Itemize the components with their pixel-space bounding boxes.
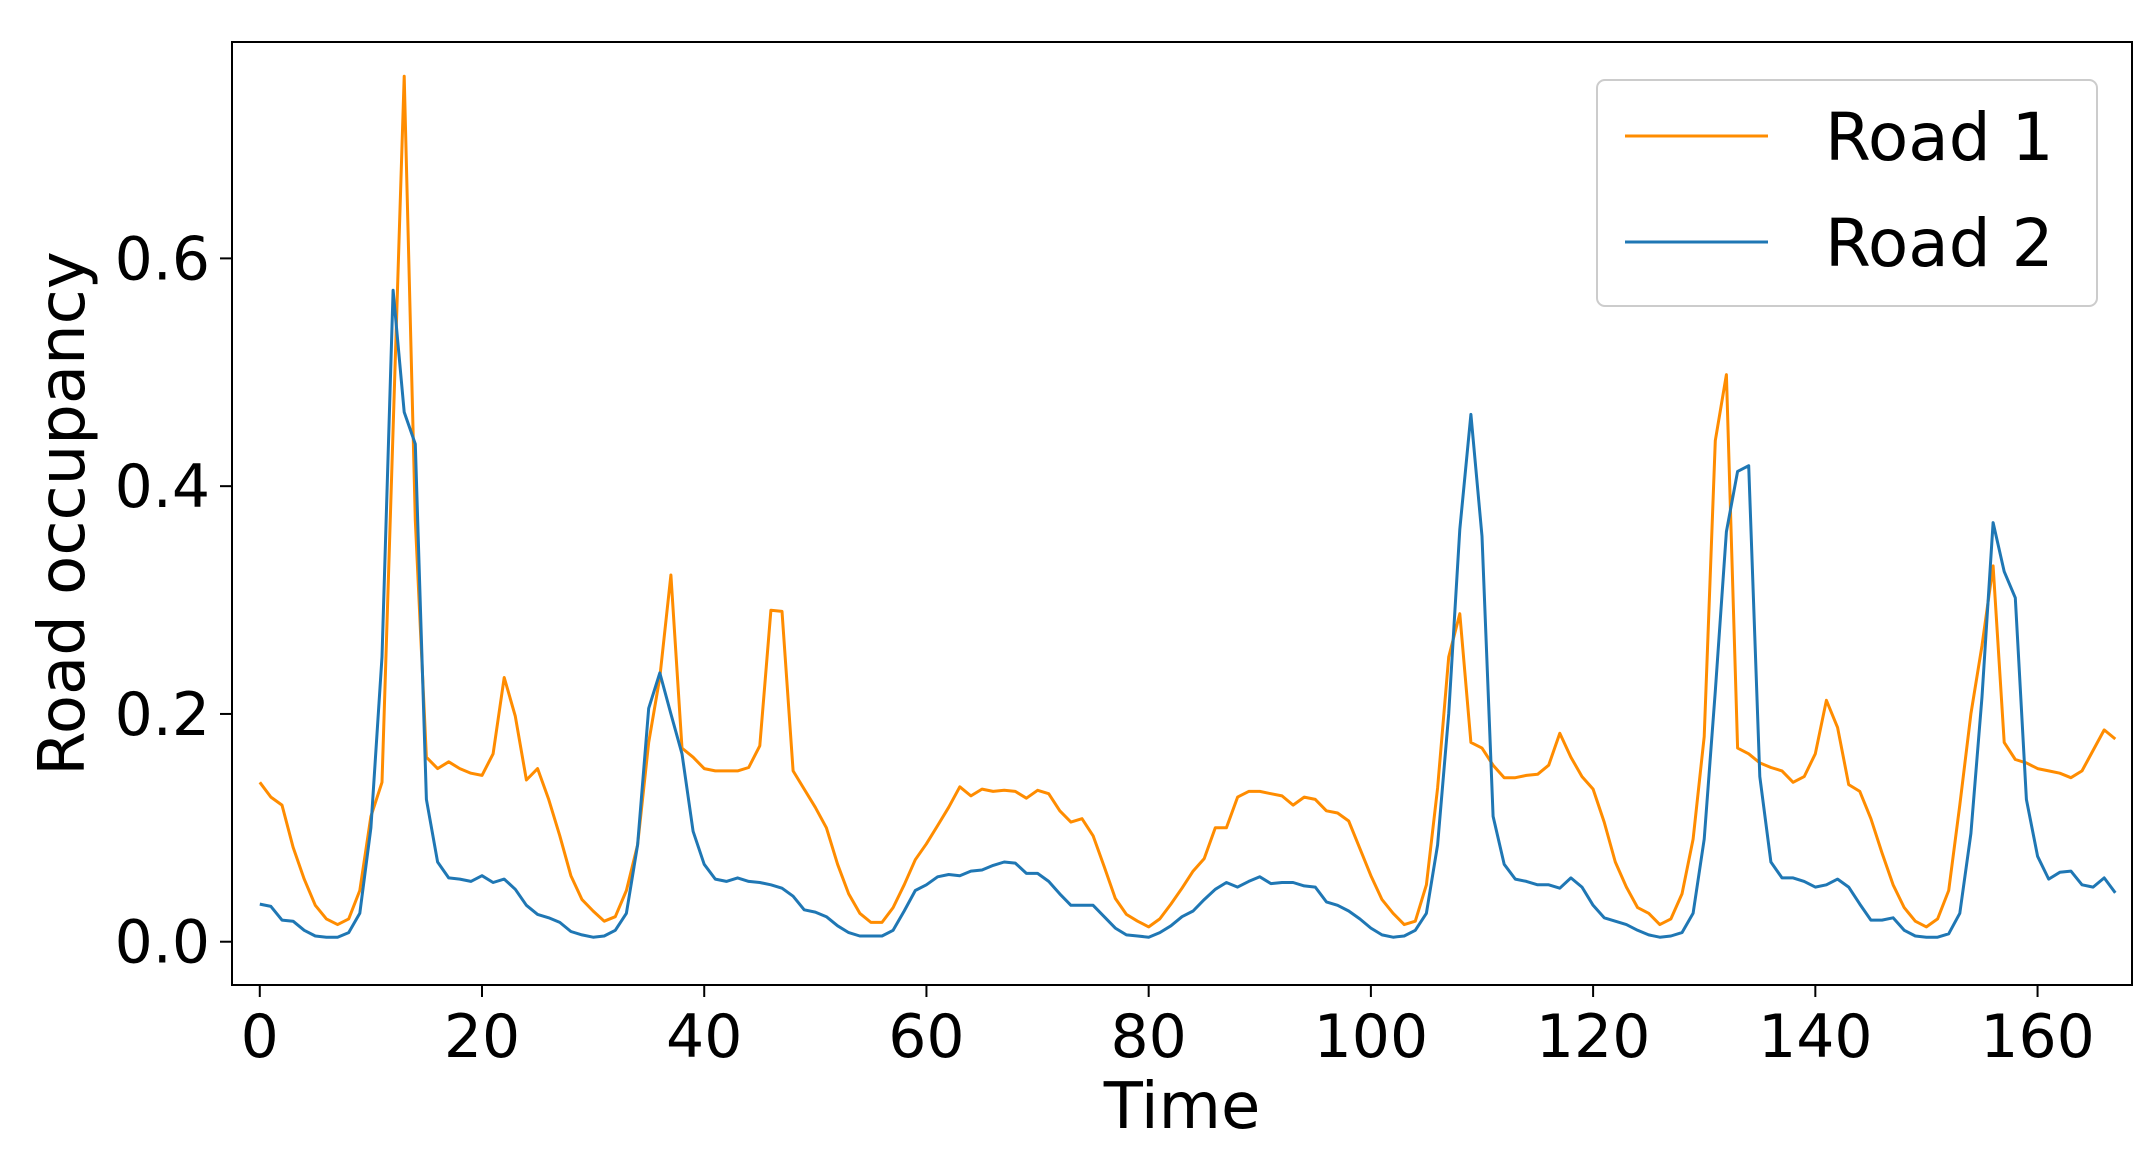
x-tick-label: 20	[444, 1002, 520, 1072]
x-axis-ticks: 0 20 40 60 80 100 120 140 160	[241, 985, 2095, 1072]
y-axis-label: Road occupancy	[26, 251, 100, 776]
y-tick-label: 0.0	[115, 908, 210, 978]
legend: Road 1 Road 2	[1596, 79, 2098, 307]
series-line-road-2	[259, 288, 2117, 939]
x-tick-label: 140	[1758, 1002, 1873, 1072]
plot-frame	[231, 41, 2133, 986]
y-axis-ticks: 0.0 0.2 0.4 0.6	[115, 224, 232, 978]
y-tick-label: 0.2	[115, 680, 210, 750]
x-tick-label: 100	[1314, 1002, 1429, 1072]
x-axis-label: Time	[1103, 1070, 1261, 1144]
x-tick-label: 60	[888, 1002, 964, 1072]
legend-label-road-2: Road 2	[1825, 205, 2054, 282]
y-tick-label: 0.4	[115, 452, 210, 522]
x-tick-label: 0	[241, 1002, 279, 1072]
series-layer	[258, 74, 2117, 939]
x-tick-label: 160	[1980, 1002, 2095, 1072]
x-tick-label: 80	[1110, 1002, 1186, 1072]
x-tick-label: 120	[1536, 1002, 1651, 1072]
legend-label-road-1: Road 1	[1825, 99, 2054, 176]
series-line-road-1	[258, 74, 2117, 929]
y-tick-label: 0.6	[115, 224, 210, 294]
x-tick-label: 40	[666, 1002, 742, 1072]
